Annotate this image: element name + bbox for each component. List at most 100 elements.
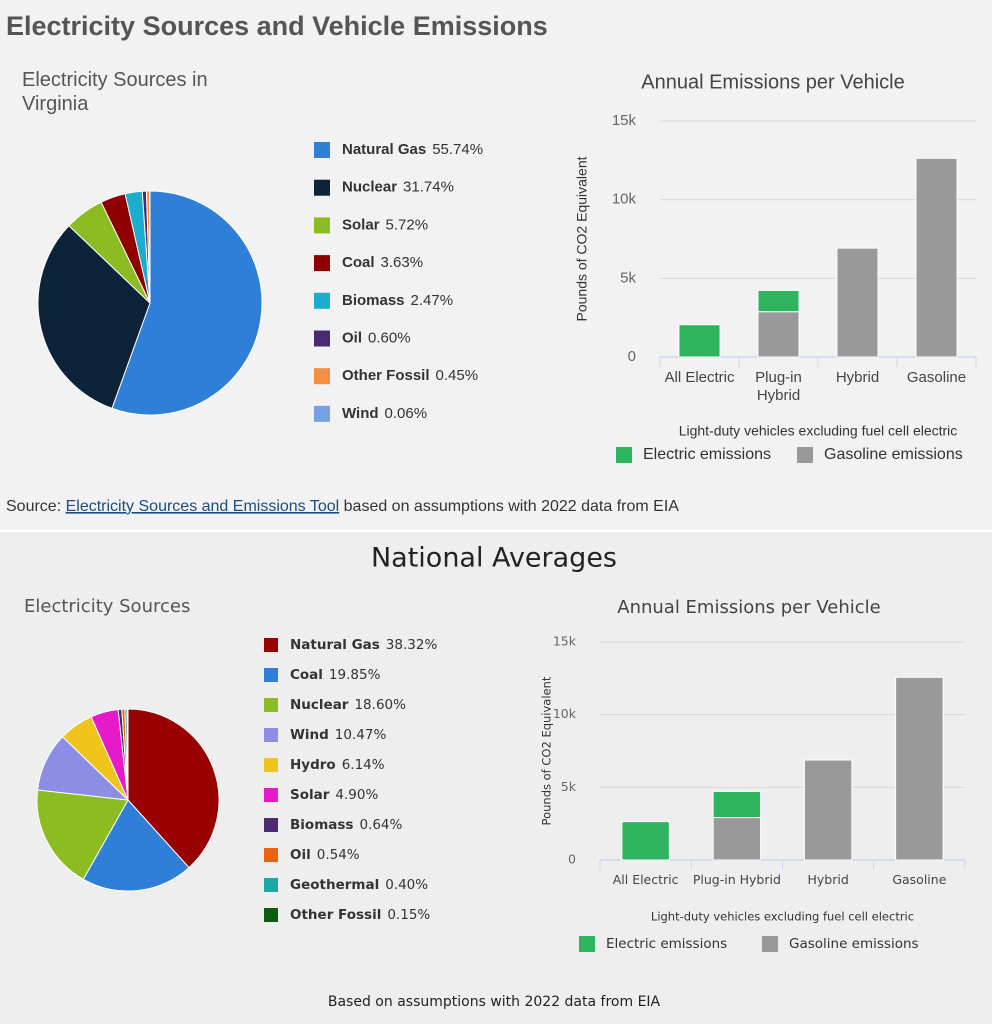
legend-value: 0.54%: [317, 847, 360, 863]
legend-value: 0.06%: [385, 405, 428, 422]
legend-swatch: [264, 908, 278, 922]
legend-name: Other Fossil: [290, 907, 381, 923]
section-title: National Averages: [371, 543, 617, 574]
y-tick-label: 15k: [553, 634, 577, 649]
legend-swatch: [762, 936, 778, 952]
legend-name: Nuclear: [342, 179, 397, 196]
chart-title-box: Electricity Sources in Virginia: [22, 69, 208, 115]
legend-name: Wind: [342, 405, 379, 422]
x-tick-label-box: All Electric: [612, 872, 679, 887]
footnote: Based on assumptions with 2022 data from…: [328, 994, 661, 1010]
legend-swatch: [314, 292, 330, 309]
source-link[interactable]: Electricity Sources and Emissions Tool: [66, 498, 340, 515]
bar-segment: [712, 817, 762, 861]
legend-value: 0.15%: [387, 907, 430, 923]
legend-item: Wind 10.47%: [290, 727, 386, 743]
legend-name: Coal: [342, 254, 375, 271]
legend-value: 0.60%: [368, 329, 411, 346]
legend-value: 0.45%: [436, 367, 479, 384]
legend-swatch: [616, 447, 632, 463]
legend-swatch: [264, 728, 278, 742]
legend-item: Coal 3.63%: [342, 254, 423, 271]
pie-slice: [82, 799, 190, 892]
legend-item: Biomass 0.64%: [290, 817, 403, 833]
legend-value: 2.47%: [411, 292, 454, 309]
legend-value: 55.74%: [432, 141, 483, 158]
legend-swatch: [314, 217, 330, 234]
chart-title: Electricity Sources: [24, 596, 191, 617]
legend-value: 0.64%: [359, 817, 402, 833]
bar-segment: [757, 311, 800, 358]
legend-swatch: [264, 818, 278, 832]
legend-value: 19.85%: [329, 667, 381, 683]
legend-swatch: [264, 668, 278, 682]
bar-segment: [678, 324, 721, 358]
bar-segment: [803, 759, 853, 861]
legend-swatch: [314, 368, 330, 385]
legend-name: Solar: [290, 787, 330, 803]
legend-swatch: [264, 698, 278, 712]
chart-title: Electricity Sources in Virginia: [22, 69, 208, 115]
bar-segment: [895, 676, 944, 861]
legend-value: 38.32%: [386, 637, 438, 653]
legend-item: Solar 5.72%: [342, 216, 428, 233]
chart-title: Annual Emissions per Vehicle: [617, 597, 880, 618]
legend-swatch: [264, 758, 278, 772]
legend-name: Natural Gas: [342, 141, 426, 158]
x-tick-label-box: Plug-in Hybrid: [755, 369, 802, 404]
legend-swatch: [264, 788, 278, 802]
x-tick-label: Gasoline: [892, 872, 947, 887]
legend-item: Nuclear 31.74%: [342, 179, 454, 196]
bar-segment: [712, 790, 762, 819]
legend-swatch: [264, 638, 278, 652]
chart-title: Annual Emissions per Vehicle: [641, 71, 904, 93]
x-tick-label: Gasoline: [906, 369, 967, 386]
x-tick-label-box: All Electric: [665, 369, 735, 386]
legend-item: Biomass 2.47%: [342, 292, 453, 309]
x-tick-label-box: Hybrid: [807, 872, 849, 887]
y-tick-label: 0: [568, 852, 576, 867]
legend-name: Biomass: [342, 292, 405, 309]
legend-name: Natural Gas: [290, 637, 380, 653]
y-tick-label: 15k: [612, 112, 637, 129]
bar-segment: [836, 247, 879, 358]
legend-swatch: [264, 848, 278, 862]
legend-label: Electric emissions: [643, 446, 771, 463]
legend-item: Coal 19.85%: [290, 667, 381, 683]
bar-segment: [621, 821, 670, 861]
legend-name: Oil: [290, 847, 311, 863]
legend-name: Other Fossil: [342, 367, 430, 384]
legend-swatch: [314, 179, 330, 196]
x-tick-label: All Electric: [612, 872, 679, 887]
page-title: Electricity Sources and Vehicle Emission…: [6, 11, 548, 41]
legend-value: 18.60%: [354, 697, 406, 713]
x-tick-label-box: Plug-in Hybrid: [693, 872, 781, 887]
x-tick-label: Hybrid: [807, 872, 849, 887]
legend-item: Natural Gas 55.74%: [342, 141, 483, 158]
legend-name: Solar: [342, 216, 380, 233]
source-suffix: based on assumptions with 2022 data from…: [344, 498, 680, 515]
legend-swatch: [314, 330, 330, 347]
x-tick-label-box: Gasoline: [892, 872, 947, 887]
pie-slice: [37, 224, 151, 409]
legend-value: 31.74%: [403, 179, 454, 196]
x-axis-label: Light-duty vehicles excluding fuel cell …: [679, 423, 958, 439]
legend-item: Nuclear 18.60%: [290, 697, 406, 713]
legend-item: Hydro 6.14%: [290, 757, 385, 773]
bar-segment: [915, 157, 958, 358]
legend-label: Gasoline emissions: [824, 446, 963, 463]
pie-slice: [111, 190, 263, 416]
legend-name: Biomass: [290, 817, 353, 833]
y-tick-label: 5k: [561, 779, 577, 794]
national-section: National Averages Based on assumptions w…: [24, 543, 966, 1010]
x-axis-label: Light-duty vehicles excluding fuel cell …: [651, 910, 914, 924]
legend-item: Solar 4.90%: [290, 787, 378, 803]
pie-slice: [36, 789, 129, 880]
legend-value: 5.72%: [386, 216, 429, 233]
legend-value: 10.47%: [335, 727, 387, 743]
x-tick-label: Plug-in Hybrid: [755, 369, 802, 404]
legend-value: 4.90%: [335, 787, 378, 803]
legend-value: 0.40%: [385, 877, 428, 893]
legend-label: Electric emissions: [606, 936, 727, 952]
